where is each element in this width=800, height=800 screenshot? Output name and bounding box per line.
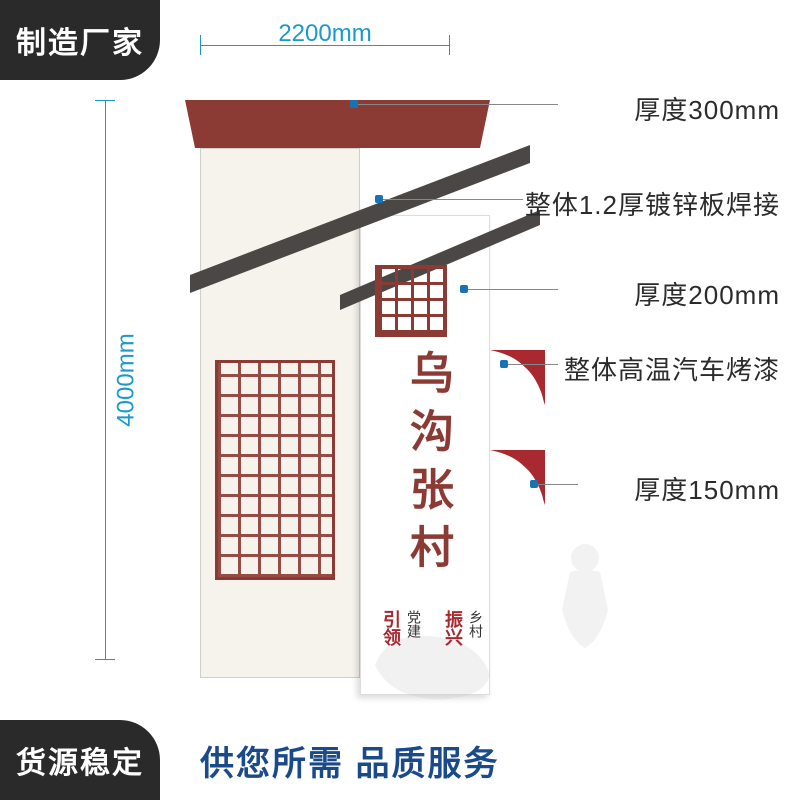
- lead-dot-2: [375, 195, 383, 203]
- sign-illustration: 乌沟张村 党建 引领 乡村 振兴: [140, 65, 520, 685]
- slogan-bar: 供您所需 品质服务: [160, 720, 800, 800]
- callout-3: 厚度200mm: [634, 275, 780, 312]
- callout-4: 整体高温汽车烤漆: [564, 350, 780, 387]
- dim-height-value: 4000mm: [113, 333, 141, 426]
- ornament-square: [375, 265, 447, 337]
- dim-h-tick-right: [449, 35, 450, 55]
- dim-h-tick-left: [200, 35, 201, 55]
- corner-ornament-1: [490, 350, 545, 405]
- callout-5: 厚度150mm: [634, 470, 780, 507]
- dimension-horizontal: 2200mm: [200, 30, 450, 60]
- lead-dot-4: [500, 360, 508, 368]
- corner-ornament-2: [490, 450, 545, 505]
- roof-tile: [195, 100, 480, 148]
- sub-right-accent: 振兴: [443, 610, 463, 646]
- lead-dot-3: [460, 285, 468, 293]
- lead-dot-5: [530, 480, 538, 488]
- callout-2: 整体1.2厚镀锌板焊接: [525, 185, 780, 222]
- lead-line-1: [358, 104, 558, 105]
- dimension-vertical: 4000mm: [90, 100, 120, 660]
- diagram-area: 2200mm 4000mm 乌沟张村: [40, 20, 800, 720]
- badge-bottom-text: 货源稳定: [16, 738, 144, 782]
- dim-v-tick-top: [95, 100, 115, 101]
- dim-v-tick-bot: [95, 659, 115, 660]
- lead-line-5: [538, 484, 578, 485]
- village-name-vertical: 乌沟张村: [395, 350, 459, 582]
- subtext-col-left: 党建 引领: [378, 610, 424, 646]
- lead-dot-1: [350, 100, 358, 108]
- subtext-col-right: 乡村 振兴: [440, 610, 486, 646]
- lead-line-3: [468, 289, 558, 290]
- lead-line-4: [508, 364, 558, 365]
- dim-width-value: 2200mm: [278, 20, 371, 48]
- callout-1: 厚度300mm: [634, 90, 780, 127]
- sub-left-top: 党建: [406, 610, 422, 638]
- dim-v-line: [105, 100, 106, 660]
- person-silhouette: [540, 540, 630, 650]
- lattice-grid: [218, 363, 332, 577]
- slogan-text: 供您所需 品质服务: [200, 736, 499, 785]
- badge-supply: 货源稳定: [0, 720, 160, 800]
- ornament-square-grid: [379, 269, 443, 333]
- lattice-window: [215, 360, 335, 580]
- sub-left-accent: 引领: [381, 610, 401, 646]
- sub-right-top: 乡村: [468, 610, 484, 638]
- lead-line-2: [383, 199, 523, 200]
